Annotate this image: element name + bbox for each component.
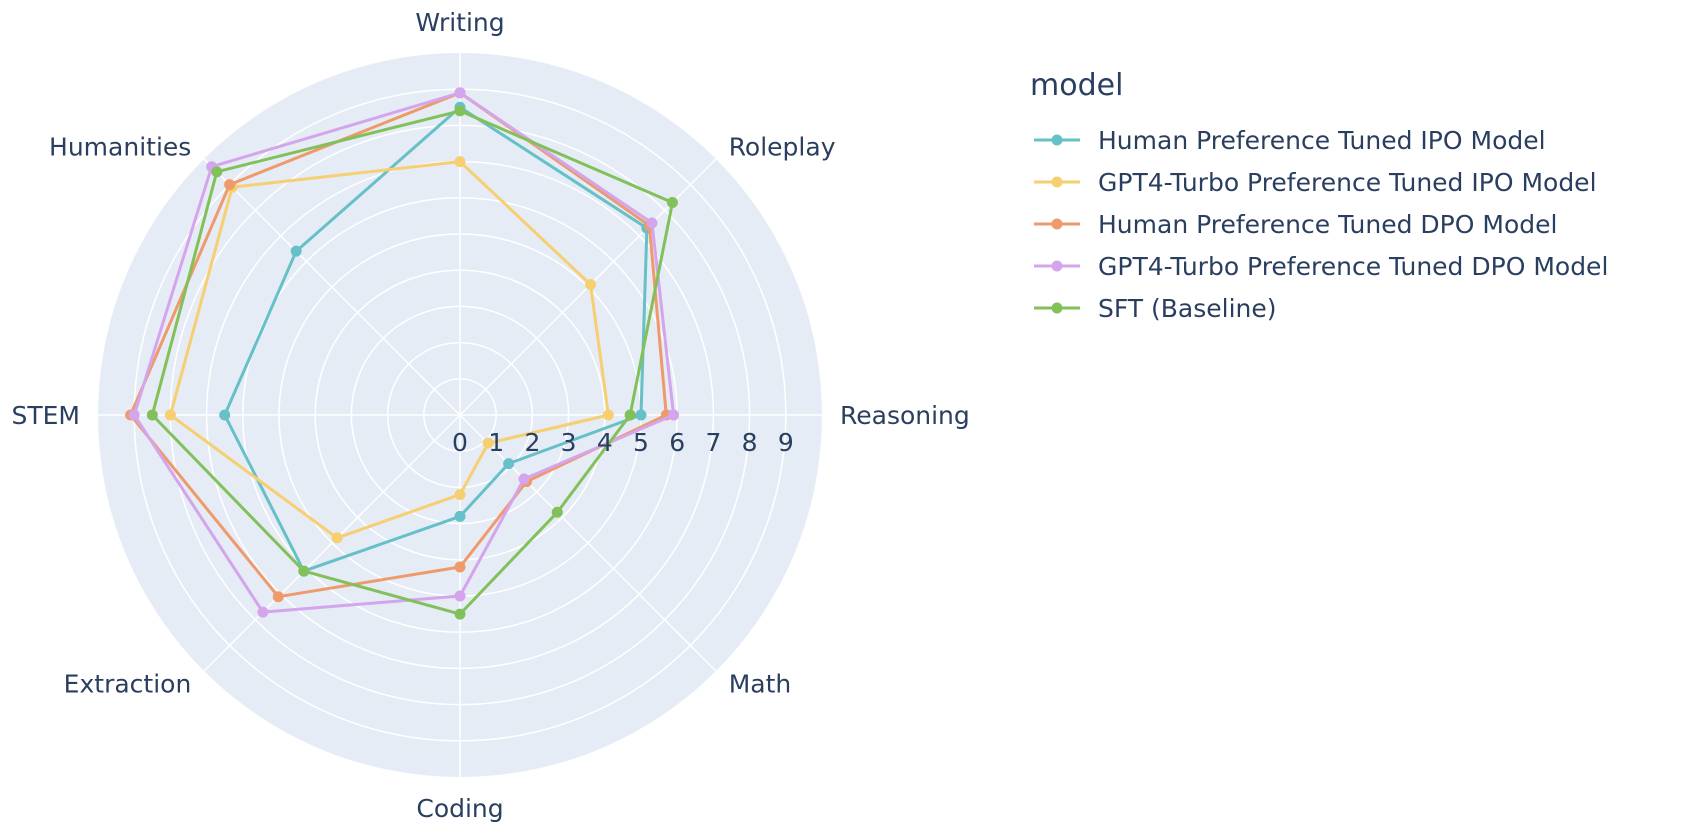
- series-layer: [125, 87, 680, 620]
- angular-gridline: [203, 414, 461, 672]
- data-point[interactable]: [272, 591, 284, 603]
- data-point[interactable]: [646, 217, 658, 229]
- data-point[interactable]: [454, 561, 466, 573]
- data-point[interactable]: [482, 437, 494, 449]
- legend-label: SFT (Baseline): [1098, 294, 1277, 323]
- category-label: STEM: [11, 401, 80, 430]
- category-label: Humanities: [49, 132, 191, 161]
- legend-label: GPT4-Turbo Preference Tuned DPO Model: [1098, 252, 1608, 281]
- category-label: Roleplay: [729, 132, 836, 161]
- data-point[interactable]: [454, 608, 466, 620]
- category-label: Extraction: [64, 670, 192, 699]
- radial-tick-label: 2: [524, 428, 540, 457]
- legend-marker: [1051, 260, 1063, 272]
- data-point[interactable]: [503, 458, 515, 470]
- data-point[interactable]: [624, 409, 636, 421]
- data-point[interactable]: [257, 606, 269, 618]
- data-point[interactable]: [666, 197, 678, 209]
- angular-gridline: [459, 414, 717, 672]
- data-point[interactable]: [219, 409, 231, 421]
- data-point[interactable]: [454, 510, 466, 522]
- legend-title: model: [1030, 68, 1123, 103]
- legend-label: Human Preference Tuned IPO Model: [1098, 126, 1546, 155]
- legend-marker: [1051, 176, 1063, 188]
- legend-item[interactable]: Human Preference Tuned DPO Model: [1034, 210, 1557, 239]
- data-point[interactable]: [585, 278, 597, 290]
- legend-marker: [1051, 134, 1063, 146]
- data-point[interactable]: [454, 489, 466, 501]
- legend-marker: [1051, 218, 1063, 230]
- radial-tick-label: 9: [778, 428, 794, 457]
- data-point[interactable]: [454, 156, 466, 168]
- legend[interactable]: model Human Preference Tuned IPO Model GP…: [1030, 68, 1608, 323]
- legend-item[interactable]: GPT4-Turbo Preference Tuned DPO Model: [1034, 252, 1608, 281]
- radial-tick-label: 1: [488, 428, 504, 457]
- legend-item[interactable]: Human Preference Tuned IPO Model: [1034, 126, 1546, 155]
- angular-gridline: [203, 158, 461, 416]
- data-point[interactable]: [454, 590, 466, 602]
- radial-tick-label: 4: [597, 428, 613, 457]
- data-point[interactable]: [298, 565, 310, 577]
- category-label: Reasoning: [840, 401, 970, 430]
- data-point[interactable]: [668, 409, 680, 421]
- radial-tick-label: 5: [633, 428, 649, 457]
- data-point[interactable]: [211, 166, 223, 178]
- radial-tick-label: 0: [452, 428, 468, 457]
- category-label: Writing: [415, 8, 504, 37]
- data-point[interactable]: [602, 409, 614, 421]
- data-point[interactable]: [635, 409, 647, 421]
- series-5[interactable]: [146, 105, 678, 620]
- category-label: Coding: [416, 794, 503, 823]
- legend-label: Human Preference Tuned DPO Model: [1098, 210, 1557, 239]
- series-2[interactable]: [164, 156, 614, 544]
- legend-item[interactable]: GPT4-Turbo Preference Tuned IPO Model: [1034, 168, 1597, 197]
- radial-tick-label: 8: [742, 428, 758, 457]
- data-point[interactable]: [164, 409, 176, 421]
- radial-tick-label: 7: [705, 428, 721, 457]
- data-point[interactable]: [454, 87, 466, 99]
- legend-item[interactable]: SFT (Baseline): [1034, 294, 1277, 323]
- data-point[interactable]: [128, 409, 140, 421]
- radial-tick-label: 3: [561, 428, 577, 457]
- data-point[interactable]: [518, 473, 530, 485]
- legend-label: GPT4-Turbo Preference Tuned IPO Model: [1098, 168, 1597, 197]
- data-point[interactable]: [551, 506, 563, 518]
- data-point[interactable]: [224, 179, 236, 191]
- category-label: Math: [729, 670, 792, 699]
- data-point[interactable]: [146, 409, 158, 421]
- legend-marker: [1051, 302, 1063, 314]
- data-point[interactable]: [290, 245, 302, 257]
- radial-tick-label: 6: [669, 428, 685, 457]
- data-point[interactable]: [454, 105, 466, 117]
- data-point[interactable]: [331, 532, 343, 544]
